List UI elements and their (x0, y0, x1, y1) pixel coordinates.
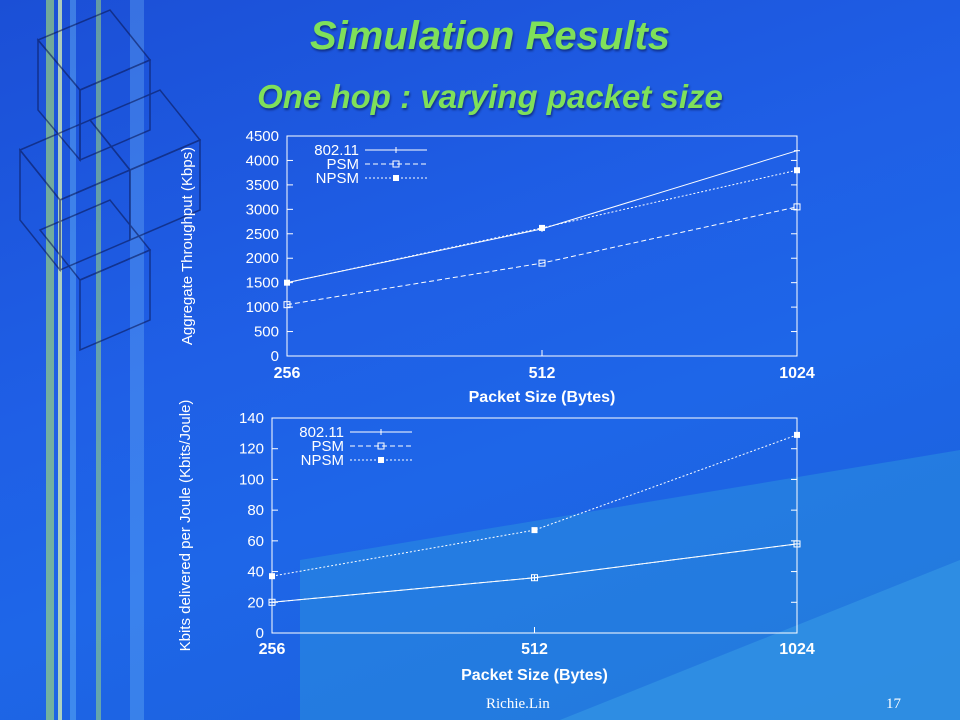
chart0-x-tick-label: 1024 (779, 365, 815, 382)
chart1-y-tick-label: 120 (239, 441, 264, 458)
chart1-series-psm-point (531, 574, 538, 582)
chart1-legend-label-psm: PSM (311, 438, 344, 455)
energy-efficiency-chart: 0 20 40 60 80 100 120 140 256 512 1024 Packet Size … (170, 398, 830, 688)
chart0-x-tick-label: 256 (274, 365, 301, 382)
chart1-series-psm-point (268, 598, 276, 606)
chart0-y-tick-label: 0 (271, 348, 279, 365)
chart1-series-npsm-line (271, 434, 798, 577)
chart0-y-tick-label: 4000 (246, 152, 279, 169)
chart1-series-psm-point (793, 540, 801, 548)
chart0-series-psm-point (793, 203, 801, 211)
chart1-series-npsm-point (531, 527, 538, 534)
chart0-legend-label-npsm: NPSM (316, 170, 359, 187)
throughput-chart: 0 500 1000 1500 2000 2500 3000 3500 4000 4500 256 5… (170, 124, 830, 408)
slide-title: Simulation Results (309, 14, 671, 58)
chart0-series-psm-line (286, 206, 798, 306)
chart0-legend-label-psm: PSM (326, 156, 359, 173)
page-number: 17 (886, 696, 901, 712)
chart0-series-psm-point (538, 259, 546, 267)
chart1-x-tick-label: 1024 (779, 641, 815, 658)
chart0-series-npsm-point (539, 224, 545, 231)
chart1-series-npsm-point (794, 431, 800, 438)
chart0-y-tick-label: 1500 (246, 275, 279, 292)
chart0-y-tick-label: 2000 (246, 250, 279, 267)
slide-subtitle: One hop : varying packet size (257, 78, 723, 115)
chart1-y-tick-label: 60 (247, 533, 264, 550)
energy-efficiency-chart-svg: 0 20 40 60 80 100 120 140 256 512 1024 Packet Size … (177, 400, 815, 684)
chart1-legend-label-npsm: NPSM (301, 452, 344, 469)
chart1-x-axis-label: Packet Size (Bytes) (461, 667, 608, 684)
footer-author: Richie.Lin (486, 696, 550, 712)
chart1-y-tick-label: 20 (247, 594, 264, 611)
chart0-legend-marker-psm (392, 160, 400, 168)
chart0-y-tick-label: 3000 (246, 201, 279, 218)
chart1-legend-marker-npsm (378, 457, 384, 463)
chart1-y-tick-label: 100 (239, 471, 264, 488)
chart1-series-802-11-line (271, 543, 798, 603)
chart0-y-tick-label: 3500 (246, 177, 279, 194)
chart0-x-tick-label: 512 (529, 365, 556, 382)
chart0-series-npsm-point (794, 167, 800, 174)
chart1-legend-marker-psm (377, 442, 385, 450)
chart1-series-npsm-point (269, 573, 275, 580)
chart0-series-psm-point (283, 301, 291, 309)
chart1-series-psm-line (271, 543, 798, 603)
chart1-legend-label-802-11: 802.11 (299, 424, 344, 441)
chart0-y-tick-label: 500 (254, 324, 279, 341)
chart0-series-802-11-point (794, 147, 800, 154)
chart1-y-tick-label: 0 (256, 625, 264, 642)
chart1-y-axis-label: Kbits delivered per Joule (Kbits/Joule) (177, 400, 194, 652)
chart1-y-tick-label: 40 (247, 564, 264, 581)
chart1-x-tick-label: 512 (521, 641, 548, 658)
chart0-y-tick-label: 1000 (246, 299, 279, 316)
chart0-x-axis-label: Packet Size (Bytes) (469, 389, 616, 406)
throughput-chart-svg: 0 500 1000 1500 2000 2500 3000 3500 4000 4500 256 5… (179, 128, 815, 406)
chart1-y-tick-label: 140 (239, 410, 264, 427)
chart0-legend-marker-npsm (393, 175, 399, 181)
chart0-plot-frame (286, 135, 798, 357)
chart0-y-tick-label: 4500 (246, 128, 279, 145)
chart0-y-tick-label: 2500 (246, 226, 279, 243)
chart1-y-tick-label: 80 (247, 502, 264, 519)
chart0-y-axis-label: Aggregate Throughput (Kbps) (179, 147, 196, 345)
chart1-plot-frame (271, 417, 798, 634)
chart0-legend-label-802-11: 802.11 (314, 142, 359, 159)
chart1-x-tick-label: 256 (259, 641, 286, 658)
chart0-series-npsm-point (284, 279, 290, 286)
